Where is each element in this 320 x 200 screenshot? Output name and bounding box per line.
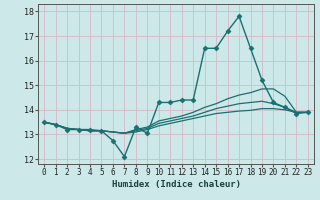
- X-axis label: Humidex (Indice chaleur): Humidex (Indice chaleur): [111, 180, 241, 189]
